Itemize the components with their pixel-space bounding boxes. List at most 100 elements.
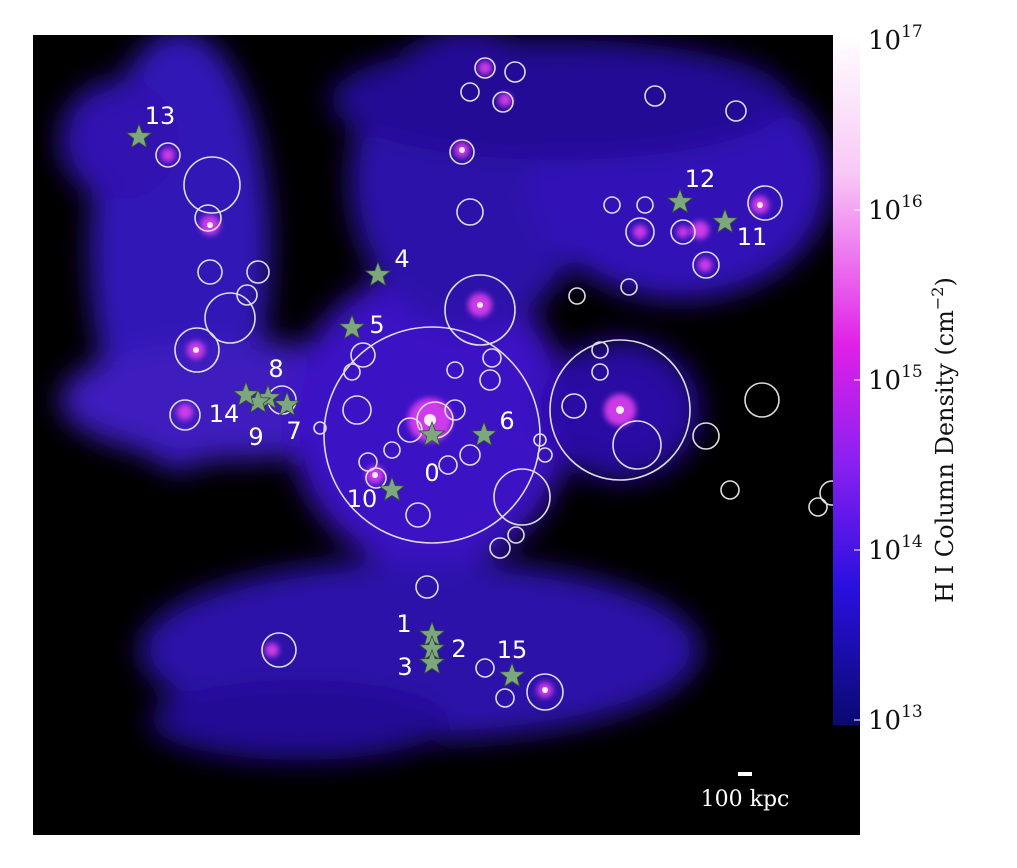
halo-circle	[456, 198, 484, 226]
star-label: 1	[396, 610, 411, 638]
halo-circle	[504, 61, 526, 83]
tick-base: 10	[868, 536, 901, 566]
star-marker	[378, 475, 406, 502]
halo-circle	[625, 217, 655, 247]
halo-circle	[549, 339, 691, 481]
colorbar-tick-label: 1017	[868, 22, 923, 56]
halo-circle	[692, 422, 720, 450]
star-label: 14	[209, 400, 240, 428]
star-label: 13	[145, 102, 176, 130]
star-label: 4	[394, 245, 409, 273]
tick-exponent: 17	[901, 22, 923, 42]
halo-circle	[459, 444, 481, 466]
star-label: 9	[248, 423, 263, 451]
star-label: 12	[685, 165, 716, 193]
halo-circle	[365, 467, 387, 489]
halo-circle	[561, 393, 587, 419]
halo-circle	[236, 284, 258, 306]
scale-bar	[738, 772, 752, 776]
tick-base: 10	[868, 366, 901, 396]
halo-circle	[591, 341, 609, 359]
halo-circle	[620, 278, 638, 296]
halo-circle	[819, 480, 833, 506]
star-label: 0	[424, 459, 439, 487]
halo-circle	[438, 455, 458, 475]
halo-circle	[475, 658, 495, 678]
halo-circle	[489, 537, 511, 559]
colorbar-label-text: H I Column Density (cm	[931, 310, 959, 603]
halo-circle	[644, 85, 666, 107]
halo-circle	[720, 480, 740, 500]
halo-circle	[449, 139, 475, 165]
colorbar-base	[833, 725, 860, 835]
tick-base: 10	[868, 196, 901, 226]
star-label: 2	[451, 635, 466, 663]
halo-circle	[692, 251, 720, 279]
colorbar-label-close: )	[931, 277, 959, 286]
halo-circle	[169, 399, 201, 431]
halo-circle	[568, 287, 586, 305]
star-label: 7	[286, 417, 301, 445]
halo-circle	[261, 632, 297, 668]
halo-circle	[507, 526, 525, 544]
colorbar-label: H I Column Density (cm−2)	[928, 277, 959, 603]
halo-circle	[444, 399, 466, 421]
star-marker	[338, 313, 366, 340]
star-marker	[364, 260, 392, 287]
halo-circle	[342, 395, 372, 425]
halo-circle	[591, 363, 609, 381]
star-marker	[232, 380, 260, 407]
star-marker	[498, 661, 526, 688]
star-marker	[418, 420, 446, 447]
halo-circle	[174, 327, 220, 373]
star-label: 6	[499, 407, 514, 435]
star-marker	[666, 187, 694, 214]
star-label: 11	[737, 223, 768, 251]
halo-circle	[747, 185, 783, 221]
halo-circle	[670, 219, 696, 245]
halo-circle	[495, 688, 515, 708]
colorbar-tick-label: 1013	[868, 702, 923, 736]
halo-circle	[444, 274, 516, 346]
halo-circle	[526, 673, 564, 711]
halo-circle	[492, 91, 514, 113]
star-marker	[125, 122, 153, 149]
halo-circle	[197, 259, 223, 285]
star-label: 8	[268, 355, 283, 383]
halo-circle	[446, 361, 464, 379]
halo-circle	[350, 342, 376, 368]
halo-circle	[537, 447, 553, 463]
halo-circle	[313, 421, 327, 435]
colorbar-label-exponent: −2	[928, 287, 947, 311]
tick-base: 10	[868, 706, 901, 736]
star-marker	[273, 390, 301, 417]
halo-circle	[808, 497, 828, 517]
halo-circle	[415, 575, 439, 599]
colorbar-tick-label: 1014	[868, 532, 923, 566]
halo-circle	[479, 369, 501, 391]
halo-circle	[460, 82, 480, 102]
tick-base: 10	[868, 26, 901, 56]
star-label: 3	[397, 653, 412, 681]
halo-circle	[482, 348, 502, 368]
tick-exponent: 13	[901, 702, 923, 722]
halo-circle	[636, 196, 654, 214]
colorbar-tick-label: 1015	[868, 362, 923, 396]
star-marker	[711, 207, 739, 234]
halo-circle	[744, 382, 780, 418]
star-label: 10	[347, 485, 378, 513]
halo-circle	[533, 433, 547, 447]
halo-circle	[405, 502, 431, 528]
tick-exponent: 16	[901, 192, 923, 212]
halo-circle	[603, 196, 621, 214]
star-label: 5	[369, 311, 384, 339]
tick-exponent: 14	[901, 532, 923, 552]
star-marker	[470, 420, 498, 447]
halo-circle	[323, 326, 541, 544]
halo-circle	[397, 417, 423, 443]
star-marker	[418, 648, 446, 675]
